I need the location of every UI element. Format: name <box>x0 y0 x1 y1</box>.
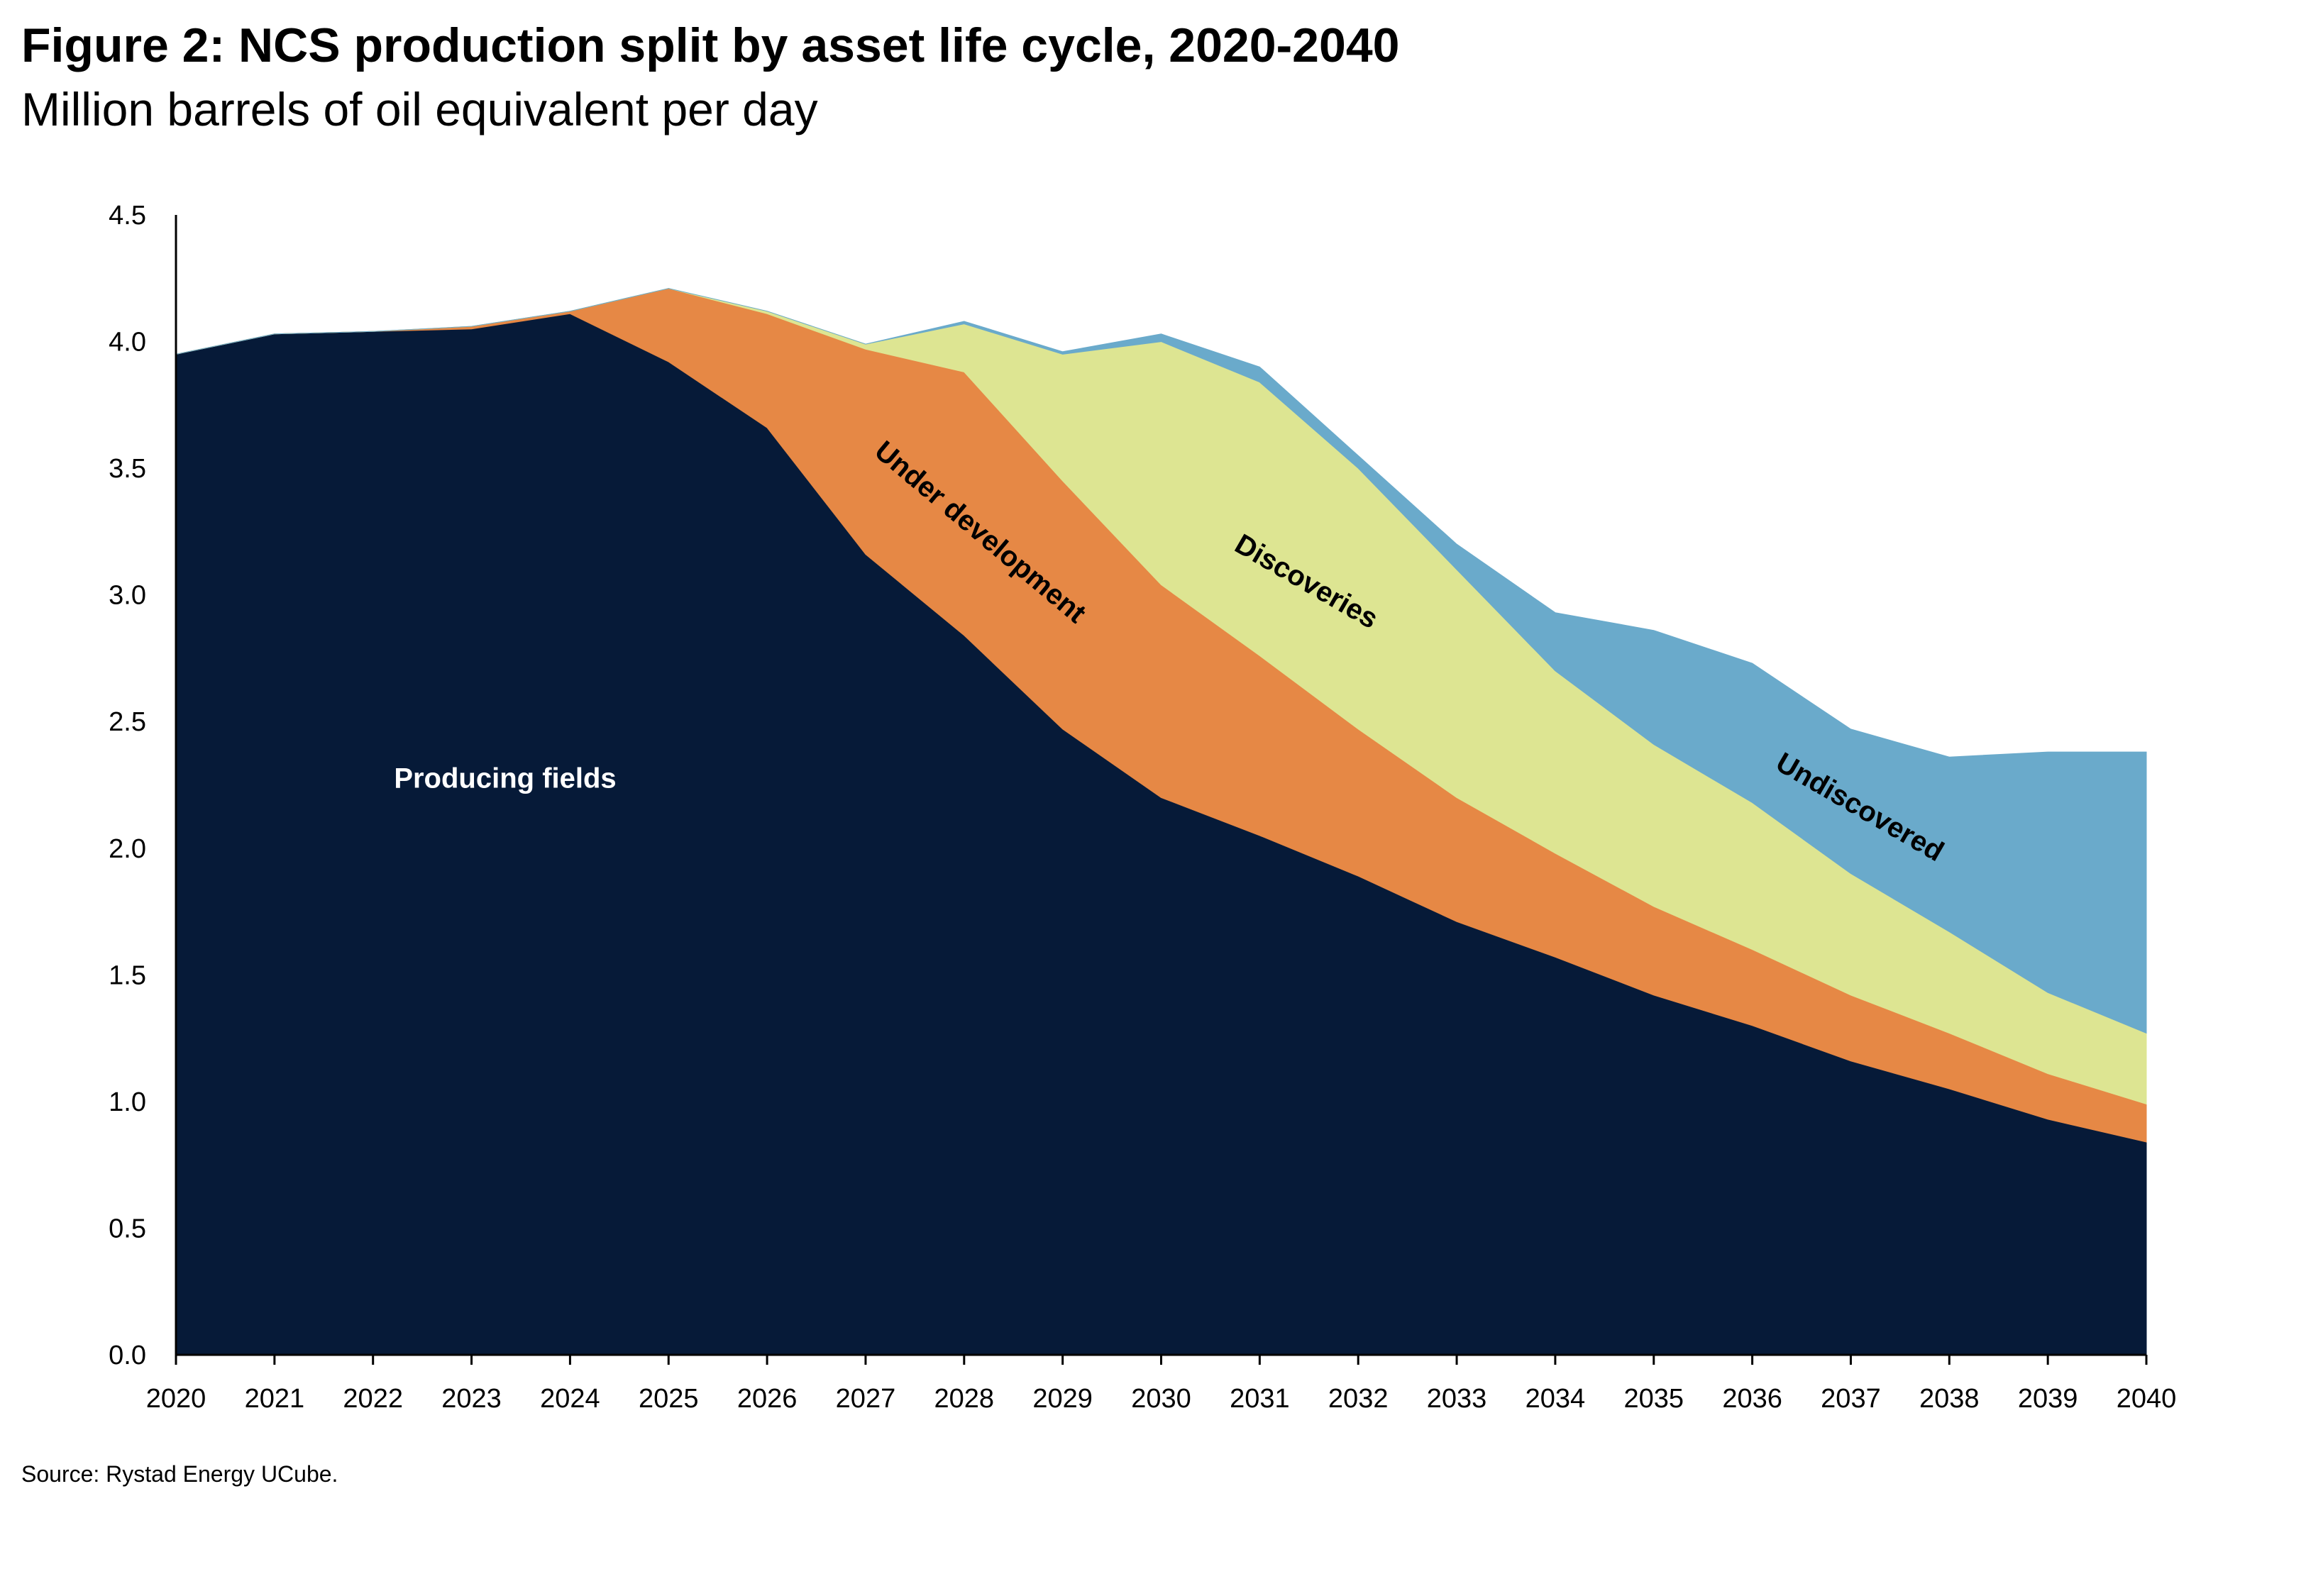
area-undiscovered <box>175 288 2147 1034</box>
x-tick-label: 2038 <box>1919 1384 1980 1414</box>
x-tick-label: 2032 <box>1328 1384 1389 1414</box>
y-tick-label: 3.0 <box>109 581 146 611</box>
x-tick-label: 2026 <box>737 1384 798 1414</box>
x-tick-label: 2039 <box>2018 1384 2078 1414</box>
x-tick-label: 2027 <box>836 1384 896 1414</box>
x-axis-ticks: 2020 2021 2022 2023 2024 2025 2026 2027 2028 2029… <box>146 1355 2177 1414</box>
x-tick-label: 2033 <box>1427 1384 1487 1414</box>
chart-title: Figure 2: NCS production split by asset … <box>21 18 1400 72</box>
chart-subtitle: Million barrels of oil equivalent per da… <box>21 83 818 135</box>
x-tick-label: 2035 <box>1623 1384 1684 1414</box>
x-tick-label: 2029 <box>1032 1384 1093 1414</box>
y-tick-label: 4.0 <box>109 328 146 358</box>
y-tick-label: 2.0 <box>109 834 146 864</box>
x-tick-label: 2037 <box>1821 1384 1881 1414</box>
stacked-areas <box>175 288 2147 1356</box>
x-tick-label: 2036 <box>1722 1384 1782 1414</box>
y-tick-label: 0.5 <box>109 1214 146 1243</box>
y-tick-label: 0.0 <box>109 1341 146 1370</box>
x-tick-label: 2022 <box>343 1384 403 1414</box>
y-tick-label: 1.5 <box>109 960 146 990</box>
y-tick-label: 2.5 <box>109 707 146 737</box>
source-note: Source: Rystad Energy UCube. <box>21 1461 338 1487</box>
x-tick-label: 2023 <box>441 1384 502 1414</box>
y-tick-label: 3.5 <box>109 454 146 484</box>
x-tick-label: 2020 <box>146 1384 206 1414</box>
area-label-producing-fields: Producing fields <box>394 763 616 794</box>
x-tick-label: 2025 <box>639 1384 699 1414</box>
x-tick-label: 2040 <box>2117 1384 2177 1414</box>
x-tick-label: 2031 <box>1230 1384 1290 1414</box>
x-tick-label: 2028 <box>934 1384 995 1414</box>
y-tick-label: 1.0 <box>109 1087 146 1117</box>
x-tick-label: 2030 <box>1131 1384 1191 1414</box>
x-tick-label: 2021 <box>245 1384 305 1414</box>
x-tick-label: 2024 <box>540 1384 600 1414</box>
y-axis-ticks: 0.0 0.5 1.0 1.5 2.0 2.5 3.0 3.5 4.0 4.5 <box>109 201 146 1370</box>
x-tick-label: 2034 <box>1526 1384 1586 1414</box>
y-tick-label: 4.5 <box>109 201 146 231</box>
